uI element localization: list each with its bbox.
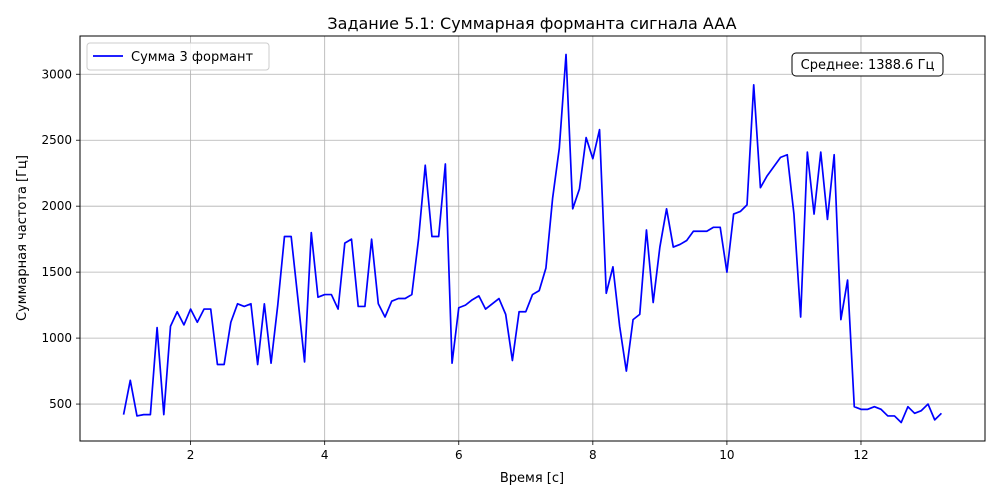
x-axis-label: Время [с] [500,471,564,486]
y-tick-label: 500 [49,397,72,411]
y-tick-label: 3000 [41,67,72,81]
y-tick-label: 2000 [41,199,72,213]
annotation-text: Среднее: 1388.6 Гц [801,58,935,73]
grid-lines [80,36,985,441]
x-tick-label: 10 [719,448,734,462]
annotation-box [791,52,944,77]
y-axis-ticks: 500 1000 1500 2000 2500 3000 [41,67,80,411]
chart-title: Задание 5.1: Суммарная форманта сигнала … [327,14,736,33]
x-tick-label: 6 [455,448,463,462]
y-tick-label: 1500 [41,265,72,279]
x-tick-label: 2 [187,448,195,462]
x-tick-label: 12 [853,448,868,462]
legend-box [86,42,270,71]
plot-frame [79,35,986,442]
y-tick-label: 1000 [41,331,72,345]
legend-entry-label: Сумма 3 формант [131,50,253,65]
x-tick-label: 8 [589,448,597,462]
y-axis-label: Суммарная частота [Гц] [15,155,30,321]
series-line-sum-3-formants [122,53,943,424]
mean-annotation: Среднее: 1388.6 Гц [791,52,944,77]
y-tick-label: 2500 [41,133,72,147]
legend: Сумма 3 формант [86,42,270,71]
x-axis-ticks: 2 4 6 8 10 12 [187,441,869,462]
plot-lines [122,53,943,424]
x-tick-label: 4 [321,448,329,462]
